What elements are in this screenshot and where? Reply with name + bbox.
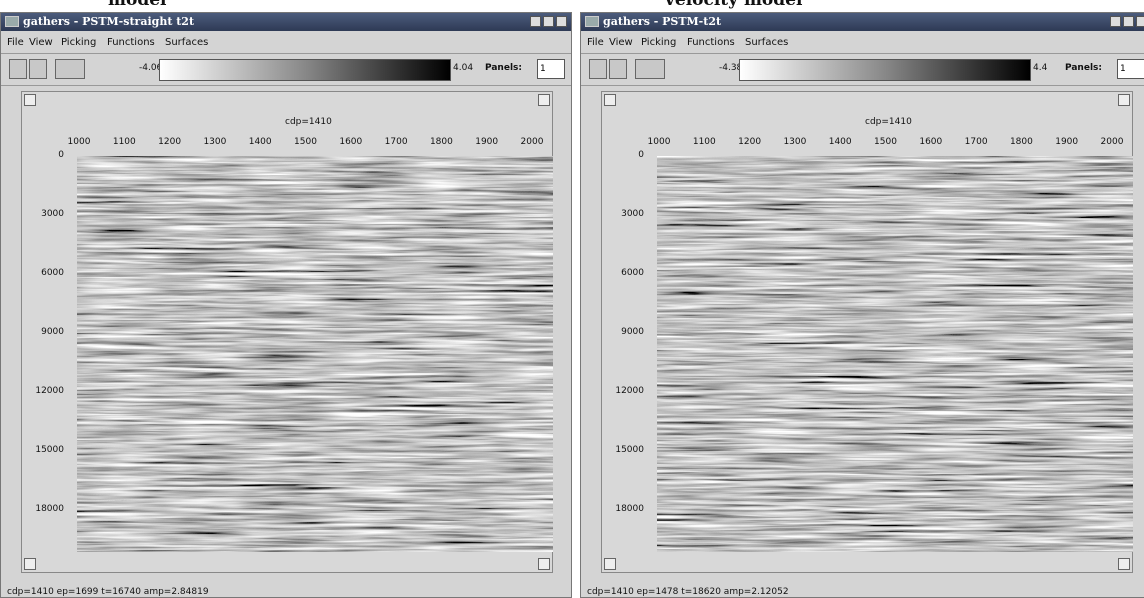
seismic-texture bbox=[77, 156, 553, 552]
x-tick-label: 1300 bbox=[203, 137, 226, 147]
x-tick-label: 1700 bbox=[385, 137, 408, 147]
scroll-button[interactable] bbox=[1118, 558, 1130, 570]
save-button[interactable] bbox=[609, 59, 627, 79]
y-tick-label: 3000 bbox=[621, 209, 644, 219]
y-tick-label: 12000 bbox=[35, 386, 64, 396]
panels-input[interactable]: 1 bbox=[537, 59, 565, 79]
menu-item[interactable]: File bbox=[7, 37, 24, 48]
status-bar: cdp=1410 ep=1699 t=16740 amp=2.84819 bbox=[7, 587, 209, 597]
scroll-button[interactable] bbox=[538, 94, 550, 106]
minimize-button[interactable] bbox=[530, 16, 541, 27]
x-tick-label: 1800 bbox=[430, 137, 453, 147]
caption: velocity model bbox=[665, 0, 802, 10]
plot-frame: cdp=1410 1000 1100 1200 1300 1400 1500 1600 1700… bbox=[601, 91, 1133, 573]
screen: model velocity model gathers - PSTM-stra… bbox=[0, 0, 1144, 598]
menu-item[interactable]: Surfaces bbox=[165, 37, 208, 48]
display-button[interactable] bbox=[55, 59, 85, 79]
seismic-image bbox=[657, 156, 1133, 552]
plot-frame: cdp=1410 1000 1100 1200 1300 1400 1500 1600 1700… bbox=[21, 91, 553, 573]
x-tick-label: 1000 bbox=[648, 137, 671, 147]
menu-item[interactable]: Surfaces bbox=[745, 37, 788, 48]
x-tick-label: 1600 bbox=[919, 137, 942, 147]
scroll-button[interactable] bbox=[538, 558, 550, 570]
panels-label: Panels: bbox=[1065, 63, 1102, 73]
title-bar: gathers - PSTM-straight t2t bbox=[1, 13, 571, 31]
menu-item[interactable]: Picking bbox=[61, 37, 96, 48]
x-tick-label: 1700 bbox=[965, 137, 988, 147]
window-title: gathers - PSTM-straight t2t bbox=[23, 15, 194, 28]
window: gathers - PSTM-t2t File View Picking Functio… bbox=[580, 12, 1144, 598]
scroll-button[interactable] bbox=[24, 558, 36, 570]
colorbar bbox=[739, 59, 1031, 81]
menu-item[interactable]: Picking bbox=[641, 37, 676, 48]
x-axis-label: cdp=1410 bbox=[865, 117, 912, 127]
y-tick-label: 18000 bbox=[35, 504, 64, 514]
x-tick-label: 2000 bbox=[521, 137, 544, 147]
close-button[interactable] bbox=[1136, 16, 1144, 27]
x-tick-label: 2000 bbox=[1101, 137, 1124, 147]
close-button[interactable] bbox=[556, 16, 567, 27]
menu-item[interactable]: File bbox=[587, 37, 604, 48]
print-button[interactable] bbox=[589, 59, 607, 79]
x-tick-label: 1900 bbox=[475, 137, 498, 147]
colorbar-max: 4.4 bbox=[1033, 63, 1047, 73]
scroll-button[interactable] bbox=[604, 558, 616, 570]
window-title: gathers - PSTM-t2t bbox=[603, 15, 721, 28]
print-button[interactable] bbox=[9, 59, 27, 79]
y-tick-label: 18000 bbox=[615, 504, 644, 514]
menu-item[interactable]: Functions bbox=[687, 37, 735, 48]
y-tick-label: 6000 bbox=[41, 268, 64, 278]
x-tick-label: 1800 bbox=[1010, 137, 1033, 147]
x-tick-label: 1900 bbox=[1055, 137, 1078, 147]
y-tick-label: 12000 bbox=[615, 386, 644, 396]
x-axis-label: cdp=1410 bbox=[285, 117, 332, 127]
x-tick-label: 1100 bbox=[113, 137, 136, 147]
menu-item[interactable]: Functions bbox=[107, 37, 155, 48]
display-button[interactable] bbox=[635, 59, 665, 79]
x-tick-label: 1100 bbox=[693, 137, 716, 147]
y-tick-label: 15000 bbox=[615, 445, 644, 455]
toolbar-separator bbox=[581, 85, 1144, 86]
x-tick-label: 1400 bbox=[249, 137, 272, 147]
colorbar bbox=[159, 59, 451, 81]
x-tick-label: 1400 bbox=[829, 137, 852, 147]
seismic-texture bbox=[657, 156, 1133, 552]
scroll-button[interactable] bbox=[24, 94, 36, 106]
y-tick-label: 3000 bbox=[41, 209, 64, 219]
x-tick-label: 1000 bbox=[68, 137, 91, 147]
menu-separator bbox=[1, 53, 571, 54]
window: gathers - PSTM-straight t2t File View Picki… bbox=[0, 12, 572, 598]
y-tick-label: 0 bbox=[58, 150, 64, 160]
y-tick-label: 9000 bbox=[41, 327, 64, 337]
save-button[interactable] bbox=[29, 59, 47, 79]
status-bar: cdp=1410 ep=1478 t=18620 amp=2.12052 bbox=[587, 587, 789, 597]
scroll-button[interactable] bbox=[604, 94, 616, 106]
x-tick-label: 1500 bbox=[294, 137, 317, 147]
colorbar-max: 4.04 bbox=[453, 63, 473, 73]
title-bar: gathers - PSTM-t2t bbox=[581, 13, 1144, 31]
seismic-image bbox=[77, 156, 553, 552]
y-tick-label: 6000 bbox=[621, 268, 644, 278]
panels-label: Panels: bbox=[485, 63, 522, 73]
x-tick-label: 1200 bbox=[738, 137, 761, 147]
panels-input[interactable]: 1 bbox=[1117, 59, 1144, 79]
menu-separator bbox=[581, 53, 1144, 54]
x-tick-label: 1600 bbox=[339, 137, 362, 147]
x-tick-label: 1500 bbox=[874, 137, 897, 147]
window-icon[interactable] bbox=[5, 16, 19, 27]
x-tick-label: 1200 bbox=[158, 137, 181, 147]
scroll-button[interactable] bbox=[1118, 94, 1130, 106]
y-tick-label: 0 bbox=[638, 150, 644, 160]
minimize-button[interactable] bbox=[1110, 16, 1121, 27]
caption: model bbox=[108, 0, 167, 10]
menu-item[interactable]: View bbox=[609, 37, 633, 48]
menu-item[interactable]: View bbox=[29, 37, 53, 48]
y-tick-label: 9000 bbox=[621, 327, 644, 337]
x-tick-label: 1300 bbox=[783, 137, 806, 147]
window-icon[interactable] bbox=[585, 16, 599, 27]
maximize-button[interactable] bbox=[543, 16, 554, 27]
y-tick-label: 15000 bbox=[35, 445, 64, 455]
maximize-button[interactable] bbox=[1123, 16, 1134, 27]
toolbar-separator bbox=[1, 85, 571, 86]
